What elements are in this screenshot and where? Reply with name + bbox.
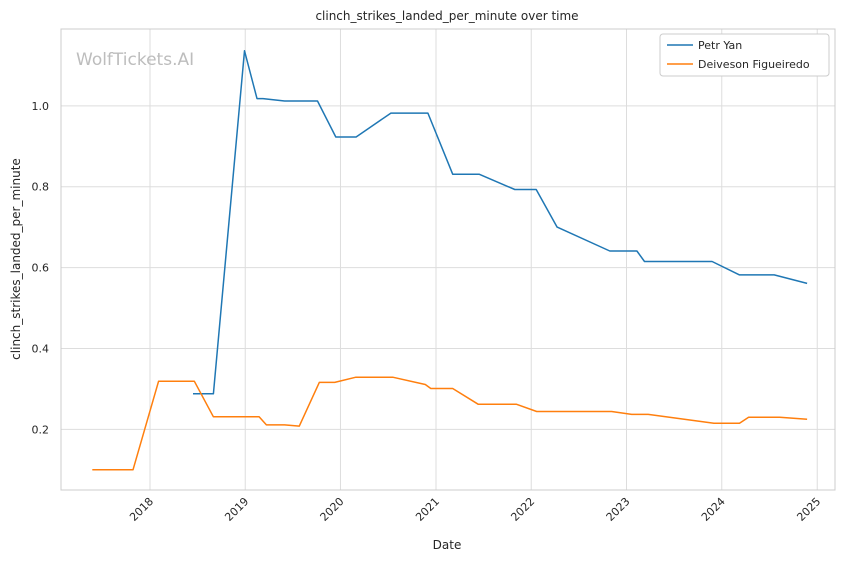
y-tick-label: 1.0: [32, 100, 50, 113]
x-tick-label: 2024: [699, 495, 728, 524]
y-tick-label: 0.8: [32, 181, 50, 194]
x-tick-label: 2023: [604, 495, 633, 524]
series-line-petr-yan: [193, 50, 808, 395]
y-axis-ticks: 0.2 0.4 0.6 0.8 1.0: [32, 100, 50, 437]
y-tick-label: 0.4: [32, 342, 50, 355]
x-axis-ticks: 2018 2019 2020 2021 2022 2023 2024 2025: [127, 495, 823, 524]
legend: Petr Yan Deiveson Figueiredo: [659, 33, 830, 77]
y-tick-label: 0.2: [32, 423, 50, 436]
grid: [61, 29, 835, 490]
series-lines: [92, 50, 808, 471]
x-tick-label: 2022: [508, 495, 537, 524]
y-tick-label: 0.6: [32, 262, 50, 275]
x-tick-label: 2025: [794, 495, 823, 524]
watermark-text: WolfTickets.AI: [76, 50, 194, 70]
plot-area: [60, 28, 836, 491]
legend-label-deiveson-figueiredo: Deiveson Figueiredo: [698, 58, 810, 71]
x-tick-label: 2021: [413, 495, 442, 524]
x-axis-label: Date: [433, 538, 462, 552]
x-tick-label: 2019: [222, 495, 251, 524]
x-tick-label: 2018: [127, 495, 156, 524]
legend-box: [659, 33, 830, 77]
chart-title: clinch_strikes_landed_per_minute over ti…: [315, 9, 578, 23]
x-tick-label: 2020: [318, 495, 347, 524]
series-line-deiveson-figueiredo: [92, 376, 808, 471]
legend-label-petr-yan: Petr Yan: [698, 39, 742, 52]
y-axis-label: clinch_strikes_landed_per_minute: [9, 158, 23, 360]
